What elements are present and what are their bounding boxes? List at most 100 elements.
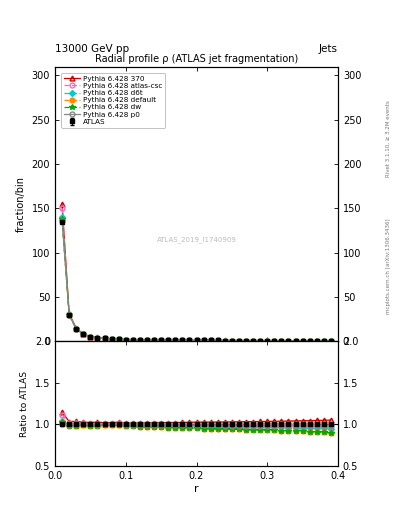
Pythia 6.428 atlas-csc	[314, 338, 319, 344]
Pythia 6.428 dw	[88, 334, 93, 340]
Pythia 6.428 d6t	[159, 337, 163, 343]
Pythia 6.428 atlas-csc	[293, 337, 298, 344]
Pythia 6.428 d6t	[60, 214, 64, 220]
Pythia 6.428 dw	[194, 337, 199, 344]
Pythia 6.428 370	[173, 337, 178, 344]
Pythia 6.428 atlas-csc	[244, 337, 248, 344]
Pythia 6.428 d6t	[237, 337, 241, 344]
Pythia 6.428 default	[166, 337, 171, 344]
Pythia 6.428 default	[67, 312, 72, 318]
Pythia 6.428 atlas-csc	[81, 331, 86, 337]
Pythia 6.428 d6t	[138, 337, 142, 343]
Pythia 6.428 d6t	[123, 336, 128, 343]
Pythia 6.428 d6t	[130, 337, 135, 343]
Pythia 6.428 370	[314, 337, 319, 344]
Pythia 6.428 p0	[67, 312, 72, 318]
Pythia 6.428 dw	[152, 337, 156, 343]
Pythia 6.428 p0	[314, 338, 319, 344]
Pythia 6.428 d6t	[173, 337, 178, 344]
Pythia 6.428 atlas-csc	[95, 334, 100, 340]
Pythia 6.428 370	[201, 337, 206, 344]
Line: Pythia 6.428 d6t: Pythia 6.428 d6t	[60, 215, 333, 343]
Text: ATLAS_2019_I1740909: ATLAS_2019_I1740909	[156, 236, 237, 243]
Pythia 6.428 atlas-csc	[329, 338, 333, 344]
Text: Rivet 3.1.10, ≥ 3.2M events: Rivet 3.1.10, ≥ 3.2M events	[386, 100, 391, 177]
Line: Pythia 6.428 atlas-csc: Pythia 6.428 atlas-csc	[60, 206, 333, 343]
Pythia 6.428 d6t	[201, 337, 206, 344]
Pythia 6.428 default	[215, 337, 220, 344]
Pythia 6.428 dw	[74, 326, 79, 332]
Pythia 6.428 default	[279, 337, 284, 344]
Pythia 6.428 dw	[116, 336, 121, 343]
Pythia 6.428 atlas-csc	[215, 337, 220, 344]
Pythia 6.428 default	[152, 337, 156, 343]
Text: mcplots.cern.ch [arXiv:1306.3436]: mcplots.cern.ch [arXiv:1306.3436]	[386, 219, 391, 314]
Pythia 6.428 p0	[307, 337, 312, 344]
Pythia 6.428 p0	[130, 336, 135, 343]
Pythia 6.428 dw	[180, 337, 185, 344]
Pythia 6.428 dw	[173, 337, 178, 344]
Pythia 6.428 dw	[237, 337, 241, 344]
Pythia 6.428 dw	[251, 337, 255, 344]
Pythia 6.428 default	[173, 337, 178, 344]
Pythia 6.428 p0	[265, 337, 270, 344]
Pythia 6.428 dw	[279, 337, 284, 344]
Pythia 6.428 d6t	[145, 337, 149, 343]
Pythia 6.428 p0	[145, 337, 149, 343]
Pythia 6.428 default	[208, 337, 213, 344]
Pythia 6.428 d6t	[293, 337, 298, 344]
Pythia 6.428 dw	[145, 337, 149, 343]
Pythia 6.428 dw	[307, 338, 312, 344]
Pythia 6.428 default	[88, 334, 93, 340]
Pythia 6.428 default	[314, 338, 319, 344]
Pythia 6.428 p0	[116, 336, 121, 343]
Pythia 6.428 atlas-csc	[88, 334, 93, 340]
Pythia 6.428 370	[244, 337, 248, 344]
Pythia 6.428 atlas-csc	[321, 338, 326, 344]
Pythia 6.428 370	[88, 333, 93, 339]
Pythia 6.428 370	[60, 201, 64, 207]
Pythia 6.428 p0	[230, 337, 234, 344]
Pythia 6.428 p0	[286, 337, 291, 344]
Pythia 6.428 dw	[130, 337, 135, 343]
Pythia 6.428 atlas-csc	[173, 337, 178, 344]
Pythia 6.428 atlas-csc	[251, 337, 255, 344]
Pythia 6.428 dw	[187, 337, 192, 344]
Pythia 6.428 dw	[265, 337, 270, 344]
Pythia 6.428 370	[286, 337, 291, 344]
Pythia 6.428 370	[138, 337, 142, 343]
Pythia 6.428 dw	[159, 337, 163, 343]
Pythia 6.428 d6t	[152, 337, 156, 343]
Pythia 6.428 dw	[244, 337, 248, 344]
Legend: Pythia 6.428 370, Pythia 6.428 atlas-csc, Pythia 6.428 d6t, Pythia 6.428 default: Pythia 6.428 370, Pythia 6.428 atlas-csc…	[61, 73, 165, 127]
Pythia 6.428 370	[321, 338, 326, 344]
Pythia 6.428 370	[194, 337, 199, 344]
Pythia 6.428 d6t	[279, 337, 284, 344]
Pythia 6.428 default	[293, 337, 298, 344]
Pythia 6.428 p0	[215, 337, 220, 344]
Pythia 6.428 370	[81, 331, 86, 337]
Pythia 6.428 p0	[279, 337, 284, 344]
Pythia 6.428 atlas-csc	[123, 336, 128, 343]
Pythia 6.428 dw	[215, 337, 220, 344]
Pythia 6.428 370	[67, 311, 72, 317]
Pythia 6.428 p0	[166, 337, 171, 344]
Pythia 6.428 d6t	[116, 336, 121, 343]
Line: Pythia 6.428 370: Pythia 6.428 370	[60, 201, 333, 343]
Pythia 6.428 p0	[194, 337, 199, 344]
Title: Radial profile ρ (ATLAS jet fragmentation): Radial profile ρ (ATLAS jet fragmentatio…	[95, 54, 298, 65]
Pythia 6.428 370	[272, 337, 277, 344]
Pythia 6.428 d6t	[314, 338, 319, 344]
Pythia 6.428 atlas-csc	[237, 337, 241, 344]
Pythia 6.428 atlas-csc	[102, 335, 107, 342]
Pythia 6.428 d6t	[81, 331, 86, 337]
Pythia 6.428 d6t	[307, 338, 312, 344]
Pythia 6.428 370	[123, 336, 128, 343]
Pythia 6.428 d6t	[215, 337, 220, 344]
Pythia 6.428 default	[300, 338, 305, 344]
Pythia 6.428 dw	[321, 338, 326, 344]
Pythia 6.428 p0	[109, 336, 114, 342]
Line: Pythia 6.428 p0: Pythia 6.428 p0	[60, 218, 333, 343]
Pythia 6.428 p0	[74, 326, 79, 332]
Pythia 6.428 p0	[159, 337, 163, 343]
